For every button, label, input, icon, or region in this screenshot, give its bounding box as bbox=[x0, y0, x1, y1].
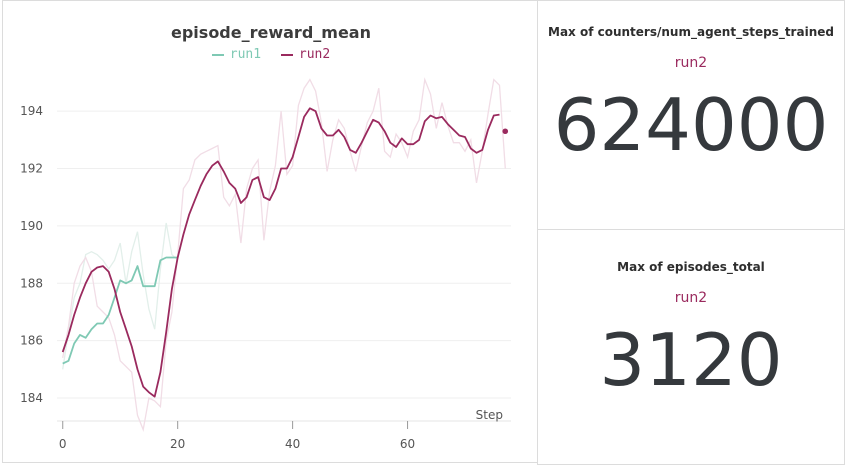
series-line-run2 bbox=[61, 107, 500, 398]
y-tick-label-186: 186 bbox=[20, 334, 43, 348]
y-tick-label-190: 190 bbox=[20, 219, 43, 233]
y-tick-label-192: 192 bbox=[20, 162, 43, 176]
chart-panel[interactable]: episode_reward_mean run1 run2 184 186 188 1… bbox=[2, 0, 538, 463]
chart-plot[interactable]: 184 186 188 190 192 194 0 20 40 60 Step bbox=[3, 1, 539, 464]
x-tick-label-20: 20 bbox=[170, 437, 185, 451]
legend-label-run2: run2 bbox=[298, 47, 331, 62]
y-tick-label-184: 184 bbox=[20, 391, 43, 405]
stat-run-episodes-total: run2 bbox=[674, 290, 708, 306]
x-tick-label-40: 40 bbox=[285, 437, 300, 451]
y-tick-label-194: 194 bbox=[20, 104, 43, 118]
legend-item-run1[interactable]: run1 bbox=[211, 47, 262, 62]
stat-value-episodes-total: 3120 bbox=[599, 318, 783, 402]
series-raw-line-run2 bbox=[62, 77, 506, 432]
series-line-run1 bbox=[62, 256, 178, 365]
stat-panel-episodes-total[interactable]: Max of episodes_total run2 3120 bbox=[537, 229, 845, 465]
stat-panel-agent-steps[interactable]: Max of counters/num_agent_steps_trained … bbox=[537, 0, 845, 230]
legend-item-run2[interactable]: run2 bbox=[280, 47, 331, 62]
x-axis-caption: Step bbox=[476, 408, 503, 422]
x-tick-label-60: 60 bbox=[400, 437, 415, 451]
series-end-marker-run2 bbox=[502, 128, 509, 135]
legend-swatch-run2 bbox=[280, 53, 293, 56]
legend-swatch-run1 bbox=[211, 53, 224, 56]
y-tick-label-188: 188 bbox=[20, 276, 43, 290]
stat-title-agent-steps: Max of counters/num_agent_steps_trained bbox=[548, 25, 834, 39]
series-raw-line-run1 bbox=[62, 222, 179, 370]
x-tick-label-0: 0 bbox=[59, 437, 67, 451]
stat-value-agent-steps: 624000 bbox=[553, 83, 829, 167]
stat-run-agent-steps: run2 bbox=[674, 55, 708, 71]
chart-legend: run1 run2 bbox=[3, 47, 539, 62]
legend-label-run1: run1 bbox=[229, 47, 262, 62]
chart-title: episode_reward_mean bbox=[171, 23, 371, 42]
stat-title-episodes-total: Max of episodes_total bbox=[617, 260, 765, 274]
